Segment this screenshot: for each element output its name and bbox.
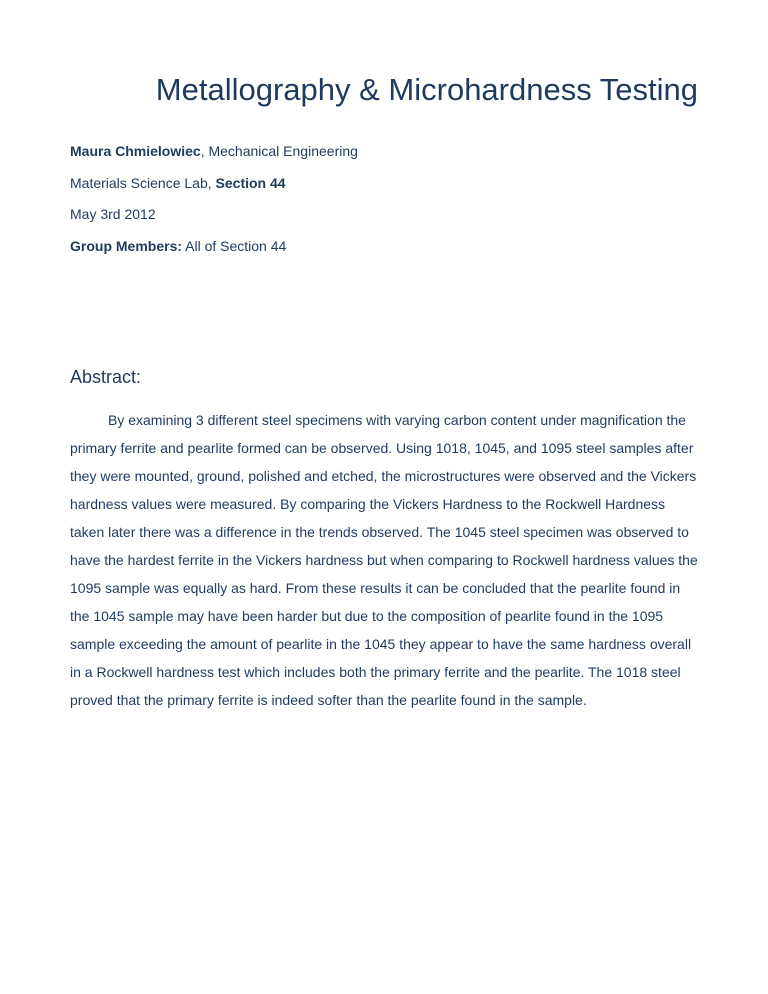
abstract-body: By examining 3 different steel specimens…: [70, 406, 698, 714]
members-value: All of Section 44: [182, 238, 286, 254]
course-section: Section 44: [216, 175, 286, 191]
members-line: Group Members: All of Section 44: [70, 237, 698, 257]
author-name: Maura Chmielowiec: [70, 143, 201, 159]
course-prefix: Materials Science Lab,: [70, 175, 216, 191]
course-line: Materials Science Lab, Section 44: [70, 174, 698, 194]
date-line: May 3rd 2012: [70, 205, 698, 225]
members-label: Group Members:: [70, 238, 182, 254]
author-line: Maura Chmielowiec, Mechanical Engineerin…: [70, 142, 698, 162]
author-dept: , Mechanical Engineering: [201, 143, 358, 159]
abstract-heading: Abstract:: [70, 367, 698, 388]
document-title: Metallography & Microhardness Testing: [70, 70, 698, 110]
